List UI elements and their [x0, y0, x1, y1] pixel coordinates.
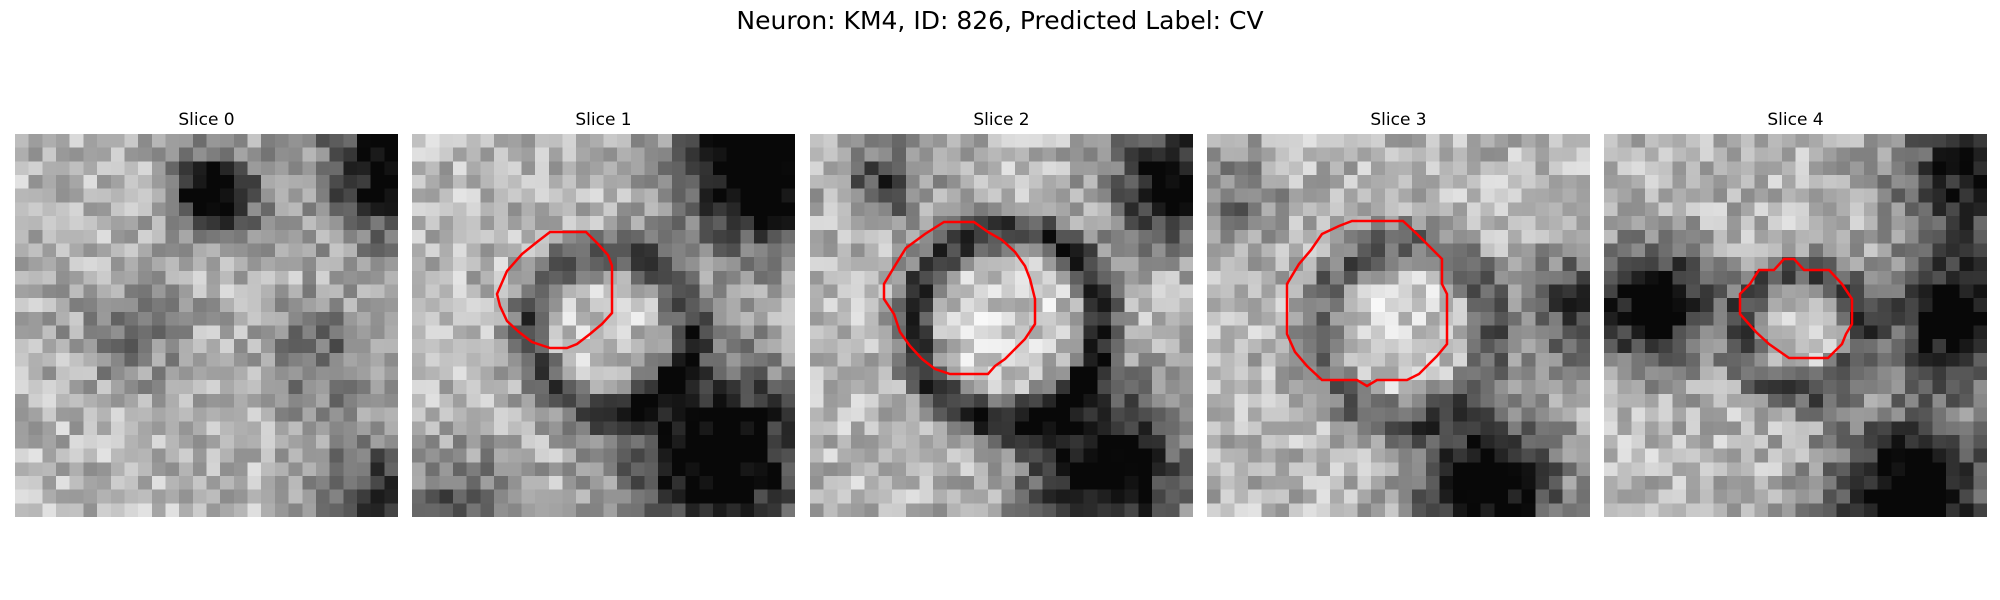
slice-panel-1: Slice 1	[412, 108, 795, 517]
segmentation-contour	[412, 134, 795, 517]
segmentation-contour	[810, 134, 1193, 517]
slice-panel-3: Slice 3	[1207, 108, 1590, 517]
contour-outline	[497, 232, 612, 348]
slice-title: Slice 2	[810, 108, 1193, 132]
segmentation-contour	[1207, 134, 1590, 517]
slice-title: Slice 1	[412, 108, 795, 132]
slice-panel-4: Slice 4	[1604, 108, 1987, 517]
slice-image	[15, 134, 398, 517]
figure-title: Neuron: KM4, ID: 826, Predicted Label: C…	[0, 6, 2000, 35]
contour-outline	[884, 222, 1035, 374]
slice-title: Slice 4	[1604, 108, 1987, 132]
slice-title: Slice 3	[1207, 108, 1590, 132]
slice-panel-0: Slice 0	[15, 108, 398, 517]
slice-title: Slice 0	[15, 108, 398, 132]
contour-outline	[1740, 259, 1852, 358]
contour-outline	[1287, 221, 1447, 386]
segmentation-contour	[1604, 134, 1987, 517]
slice-panel-2: Slice 2	[810, 108, 1193, 517]
